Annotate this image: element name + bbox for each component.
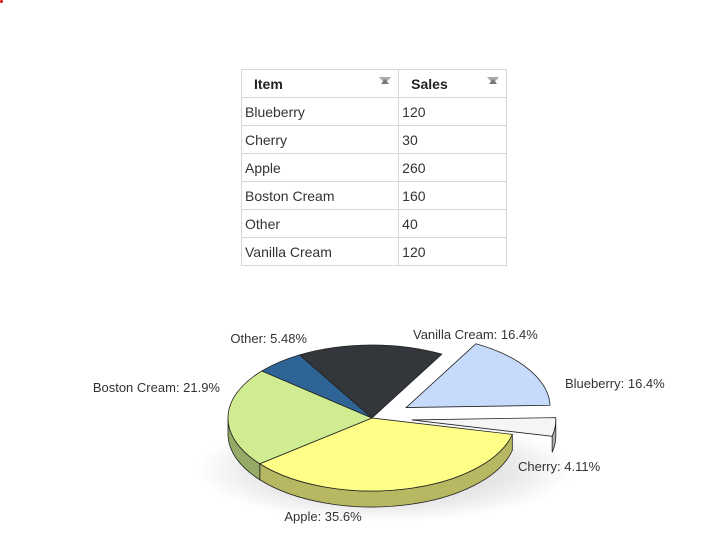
cell-sales: 30 [398, 125, 507, 154]
pie-tops [227, 343, 557, 492]
table-row[interactable]: Vanilla Cream 120 [240, 237, 507, 266]
column-header-label: Item [254, 75, 283, 92]
column-header-sales[interactable]: Sales [398, 69, 507, 98]
table-row[interactable]: Cherry 30 [240, 125, 507, 154]
table-row[interactable]: Other 40 [240, 209, 507, 238]
sales-table: Item Sales Blueberry 120 Cherry 30 [240, 69, 507, 266]
cell-item: Vanilla Cream [240, 237, 400, 266]
pie-slice-vanilla-cream[interactable] [298, 344, 443, 419]
column-header-item[interactable]: Item [240, 69, 400, 98]
pie-slice-blueberry[interactable] [405, 343, 551, 408]
pie-slice-apple[interactable] [258, 417, 513, 492]
cell-sales: 120 [398, 237, 507, 266]
table-row[interactable]: Blueberry 120 [240, 97, 507, 126]
sort-icon[interactable] [378, 76, 392, 86]
cell-item: Apple [240, 153, 400, 182]
sort-icon[interactable] [486, 76, 500, 86]
pie-label-apple: Apple: 35.6% [284, 509, 362, 524]
table-header-row: Item Sales [240, 69, 507, 98]
cell-item: Boston Cream [240, 181, 400, 210]
pie-label-vanilla-cream: Vanilla Cream: 16.4% [413, 327, 538, 342]
cell-item: Blueberry [240, 97, 400, 126]
pie-label-other: Other: 5.48% [230, 331, 307, 346]
cell-sales: 160 [398, 181, 507, 210]
table-row[interactable]: Apple 260 [240, 153, 507, 182]
cell-item: Other [240, 209, 400, 238]
table-row[interactable]: Boston Cream 160 [240, 181, 507, 210]
pie-label-blueberry: Blueberry: 16.4% [565, 376, 665, 391]
corner-marker [0, 0, 3, 3]
pie-label-boston-cream: Boston Cream: 21.9% [93, 380, 221, 395]
pie-slice-boston-cream[interactable] [227, 370, 374, 465]
pie-slice-cherry[interactable] [411, 417, 557, 437]
pie-labels: Blueberry: 16.4% Cherry: 4.11% Apple: 35.6… [93, 327, 665, 524]
column-header-label: Sales [411, 75, 448, 92]
pie-label-cherry: Cherry: 4.11% [518, 459, 601, 474]
cell-sales: 40 [398, 209, 507, 238]
cell-sales: 260 [398, 153, 507, 182]
